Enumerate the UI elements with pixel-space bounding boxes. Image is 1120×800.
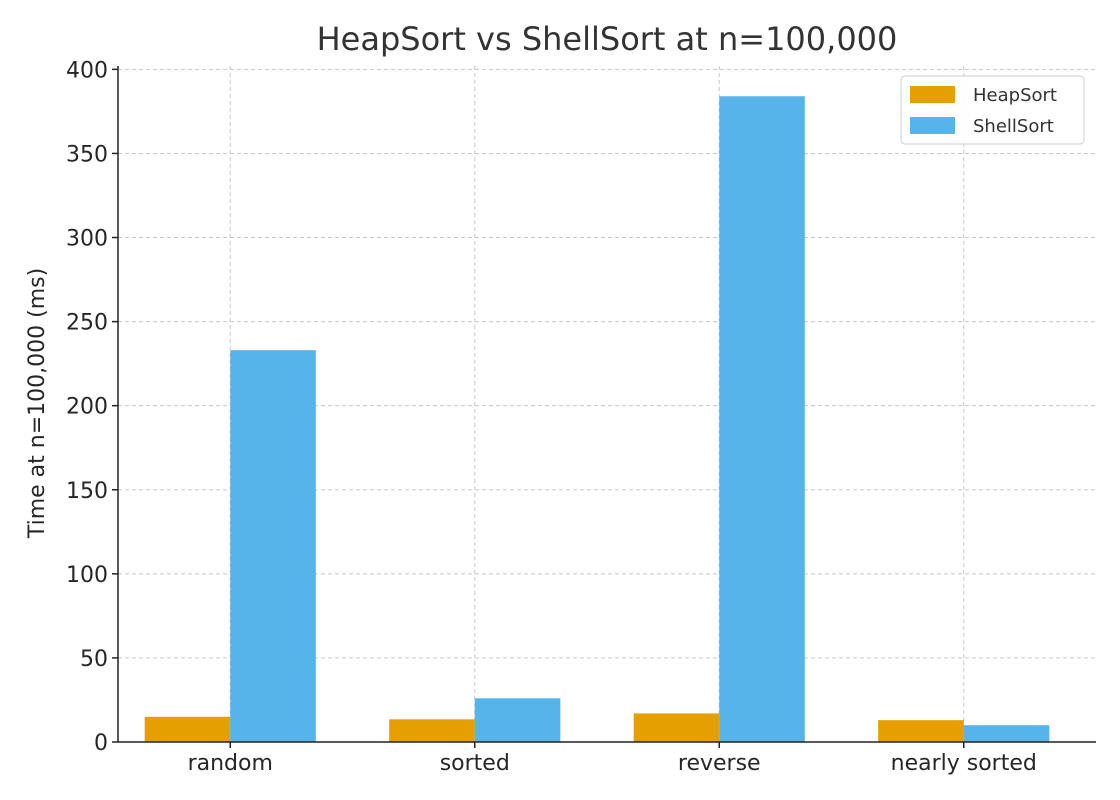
bar-shellsort-sorted [474,698,561,742]
legend-label-shellsort: ShellSort [973,116,1054,137]
x-tick-label: sorted [440,751,510,776]
ticks-layer: 0 50 100 150 200 250 300 350 400 random sorted reve… [66,58,1037,776]
bar-heapsort-nearly-sorted [878,720,964,742]
x-tick-label: reverse [678,751,761,776]
y-tick-label: 400 [66,58,108,83]
bar-shellsort-reverse [719,96,805,742]
chart-title: HeapSort vs ShellSort at n=100,000 [317,20,898,58]
bars-layer [144,96,1050,742]
y-tick-label: 250 [66,311,108,336]
y-tick-label: 300 [66,227,108,252]
y-tick-label: 200 [66,395,108,420]
bar-heapsort-random [144,716,231,742]
bar-heapsort-reverse [633,713,720,742]
y-tick-label: 50 [80,647,108,672]
x-tick-label: random [188,751,273,776]
y-tick-label: 350 [66,142,108,167]
y-axis-label: Time at n=100,000 (ms) [25,268,50,539]
y-tick-label: 100 [66,563,108,588]
y-tick-label: 0 [94,731,108,756]
x-tick-label: nearly sorted [891,751,1037,776]
bar-shellsort-nearly-sorted [963,725,1050,742]
axes-layer [117,66,1096,743]
bar-heapsort-sorted [389,719,475,742]
legend-swatch-heapsort [910,86,955,103]
bar-shellsort-random [230,350,316,742]
legend-label-heapsort: HeapSort [973,85,1057,106]
legend-swatch-shellsort [910,117,955,134]
y-tick-label: 150 [66,479,108,504]
legend: HeapSort ShellSort [900,75,1085,145]
